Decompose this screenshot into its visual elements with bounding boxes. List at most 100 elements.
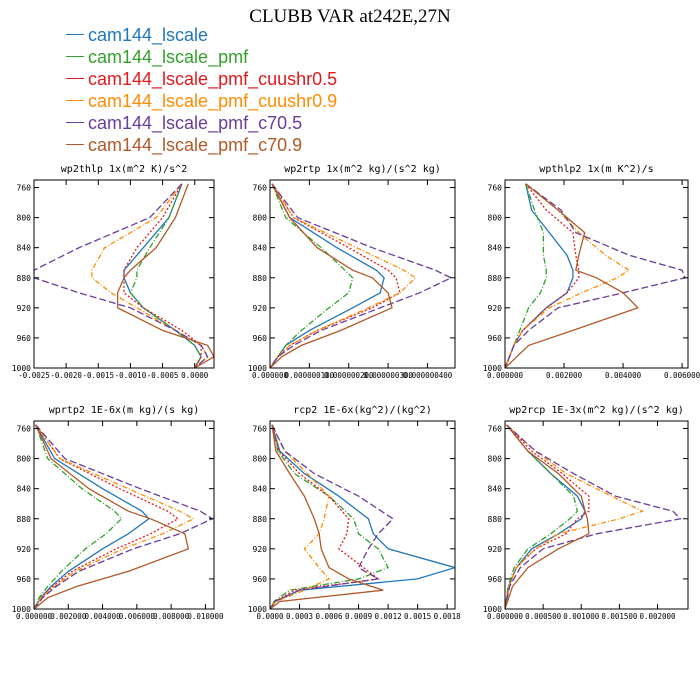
legend-label: cam144_lscale_pmf_c70.5 xyxy=(88,113,303,133)
series-line xyxy=(270,424,380,609)
series-line xyxy=(270,183,393,368)
legend-item: cam144_lscale_pmf_cuushr0.9 xyxy=(66,90,486,112)
series-line xyxy=(505,424,682,609)
plot-frame xyxy=(504,179,689,369)
series-line xyxy=(34,424,214,609)
y-tick-label: 960 xyxy=(17,334,32,343)
series-line xyxy=(34,183,209,368)
y-tick-label: 960 xyxy=(488,575,503,584)
series-line xyxy=(270,424,390,609)
x-tick-label: 0.001000 xyxy=(563,612,600,621)
series-line xyxy=(505,183,631,368)
series-line xyxy=(34,424,180,609)
chart-panel: wp2rcp 1E-3x(m^2 kg)/(s^2 kg) 760 800 840 88… xyxy=(483,405,689,621)
series-line xyxy=(34,424,190,609)
x-tick-label: 0.000000100 xyxy=(285,371,335,380)
x-tick-label: 0.001500 xyxy=(601,612,638,621)
y-tick-label: 760 xyxy=(17,425,32,434)
x-tick-label: 0.000000 xyxy=(252,371,289,380)
x-tick-label: -0.0015 xyxy=(82,371,114,380)
y-tick-label: 760 xyxy=(253,184,268,193)
y-tick-label: 840 xyxy=(17,485,32,494)
y-tick-label: 1000 xyxy=(248,605,267,614)
plot-frame xyxy=(269,420,456,610)
legend-swatch xyxy=(66,100,84,101)
series-line xyxy=(505,183,547,368)
series-line xyxy=(116,183,214,368)
y-tick-label: 920 xyxy=(253,545,268,554)
plot-frame xyxy=(33,420,215,610)
legend-item: cam144_lscale_pmf_c70.5 xyxy=(66,112,486,134)
panel-title: wp2thlp 1x(m^2 K)/s^2 xyxy=(61,164,187,175)
series-line xyxy=(270,183,401,368)
y-tick-label: 1000 xyxy=(248,364,267,373)
chart-panel: wp2thlp 1x(m^2 K)/s^2 760 800 840 880 920 960 1… xyxy=(12,164,215,380)
y-tick-label: 920 xyxy=(17,304,32,313)
y-tick-label: 840 xyxy=(253,244,268,253)
y-tick-label: 960 xyxy=(488,334,503,343)
x-tick-label: 0.0006 xyxy=(315,612,343,621)
x-tick-label: 0.002000 xyxy=(639,612,676,621)
y-tick-label: 1000 xyxy=(483,605,502,614)
x-tick-label: 0.000000400 xyxy=(403,371,453,380)
y-tick-label: 960 xyxy=(253,334,268,343)
y-tick-label: 800 xyxy=(253,455,268,464)
x-tick-label: 0.004000 xyxy=(605,371,642,380)
y-tick-label: 920 xyxy=(253,304,268,313)
x-tick-label: 0.0015 xyxy=(404,612,431,621)
x-tick-label: 0.000500 xyxy=(525,612,562,621)
y-tick-label: 800 xyxy=(17,455,32,464)
x-tick-label: 0.002000 xyxy=(546,371,583,380)
series-line xyxy=(270,424,331,609)
y-tick-label: 880 xyxy=(488,274,503,283)
x-tick-label: 0.000000 xyxy=(487,371,524,380)
x-tick-label: -0.0005 xyxy=(147,371,179,380)
legend-swatch xyxy=(66,78,84,79)
panel-title: rcp2 1E-6x(kg^2)/(kg^2) xyxy=(293,405,431,416)
x-tick-label: 0.000000 xyxy=(16,612,53,621)
series-line xyxy=(505,424,645,609)
chart-panel: wpthlp2 1x(m K^2)/s 760 800 840 880 920 960 100… xyxy=(483,164,700,380)
y-tick-label: 840 xyxy=(253,485,268,494)
series-line xyxy=(123,183,202,368)
x-tick-label: 0.000000 xyxy=(487,612,524,621)
series-line xyxy=(123,183,202,368)
y-tick-label: 840 xyxy=(17,244,32,253)
legend-item: cam144_lscale xyxy=(66,24,486,46)
series-line xyxy=(270,183,417,368)
series-line xyxy=(270,183,354,368)
series-line xyxy=(505,183,639,368)
plot-frame xyxy=(33,179,215,369)
legend-item: cam144_lscale_pmf_c70.9 xyxy=(66,134,486,156)
series-line xyxy=(34,424,195,609)
series-line xyxy=(270,424,395,609)
series-line xyxy=(34,424,150,609)
legend-label: cam144_lscale_pmf_c70.9 xyxy=(88,135,303,155)
y-tick-label: 880 xyxy=(17,515,32,524)
y-tick-label: 1000 xyxy=(483,364,502,373)
x-tick-label: 0.002000 xyxy=(50,612,87,621)
legend-label: cam144_lscale_pmf_cuushr0.5 xyxy=(88,69,338,89)
y-tick-label: 760 xyxy=(488,184,503,193)
y-tick-label: 800 xyxy=(488,455,503,464)
panel-title: wp2rtp 1x(m^2 kg)/(s^2 kg) xyxy=(284,164,441,175)
y-tick-label: 880 xyxy=(488,515,503,524)
x-tick-label: 0.0000 xyxy=(181,371,209,380)
y-tick-label: 840 xyxy=(488,244,503,253)
x-tick-label: -0.0025 xyxy=(18,371,50,380)
x-tick-label: 0.0018 xyxy=(434,612,462,621)
chart-panel: wprtp2 1E-6x(m kg)/(s kg) 760 800 840 880 920… xyxy=(12,405,224,621)
series-line xyxy=(129,183,202,368)
y-tick-label: 960 xyxy=(17,575,32,584)
panel-title: wp2rcp 1E-3x(m^2 kg)/(s^2 kg) xyxy=(509,405,684,416)
y-tick-label: 920 xyxy=(488,304,503,313)
y-tick-label: 800 xyxy=(253,214,268,223)
y-tick-label: 1000 xyxy=(12,364,31,373)
x-tick-label: 0.0012 xyxy=(375,612,402,621)
series-line xyxy=(505,424,590,609)
series-line xyxy=(34,424,123,609)
y-tick-label: 1000 xyxy=(12,605,31,614)
x-tick-label: -0.0010 xyxy=(115,371,147,380)
x-tick-label: -0.0020 xyxy=(50,371,82,380)
